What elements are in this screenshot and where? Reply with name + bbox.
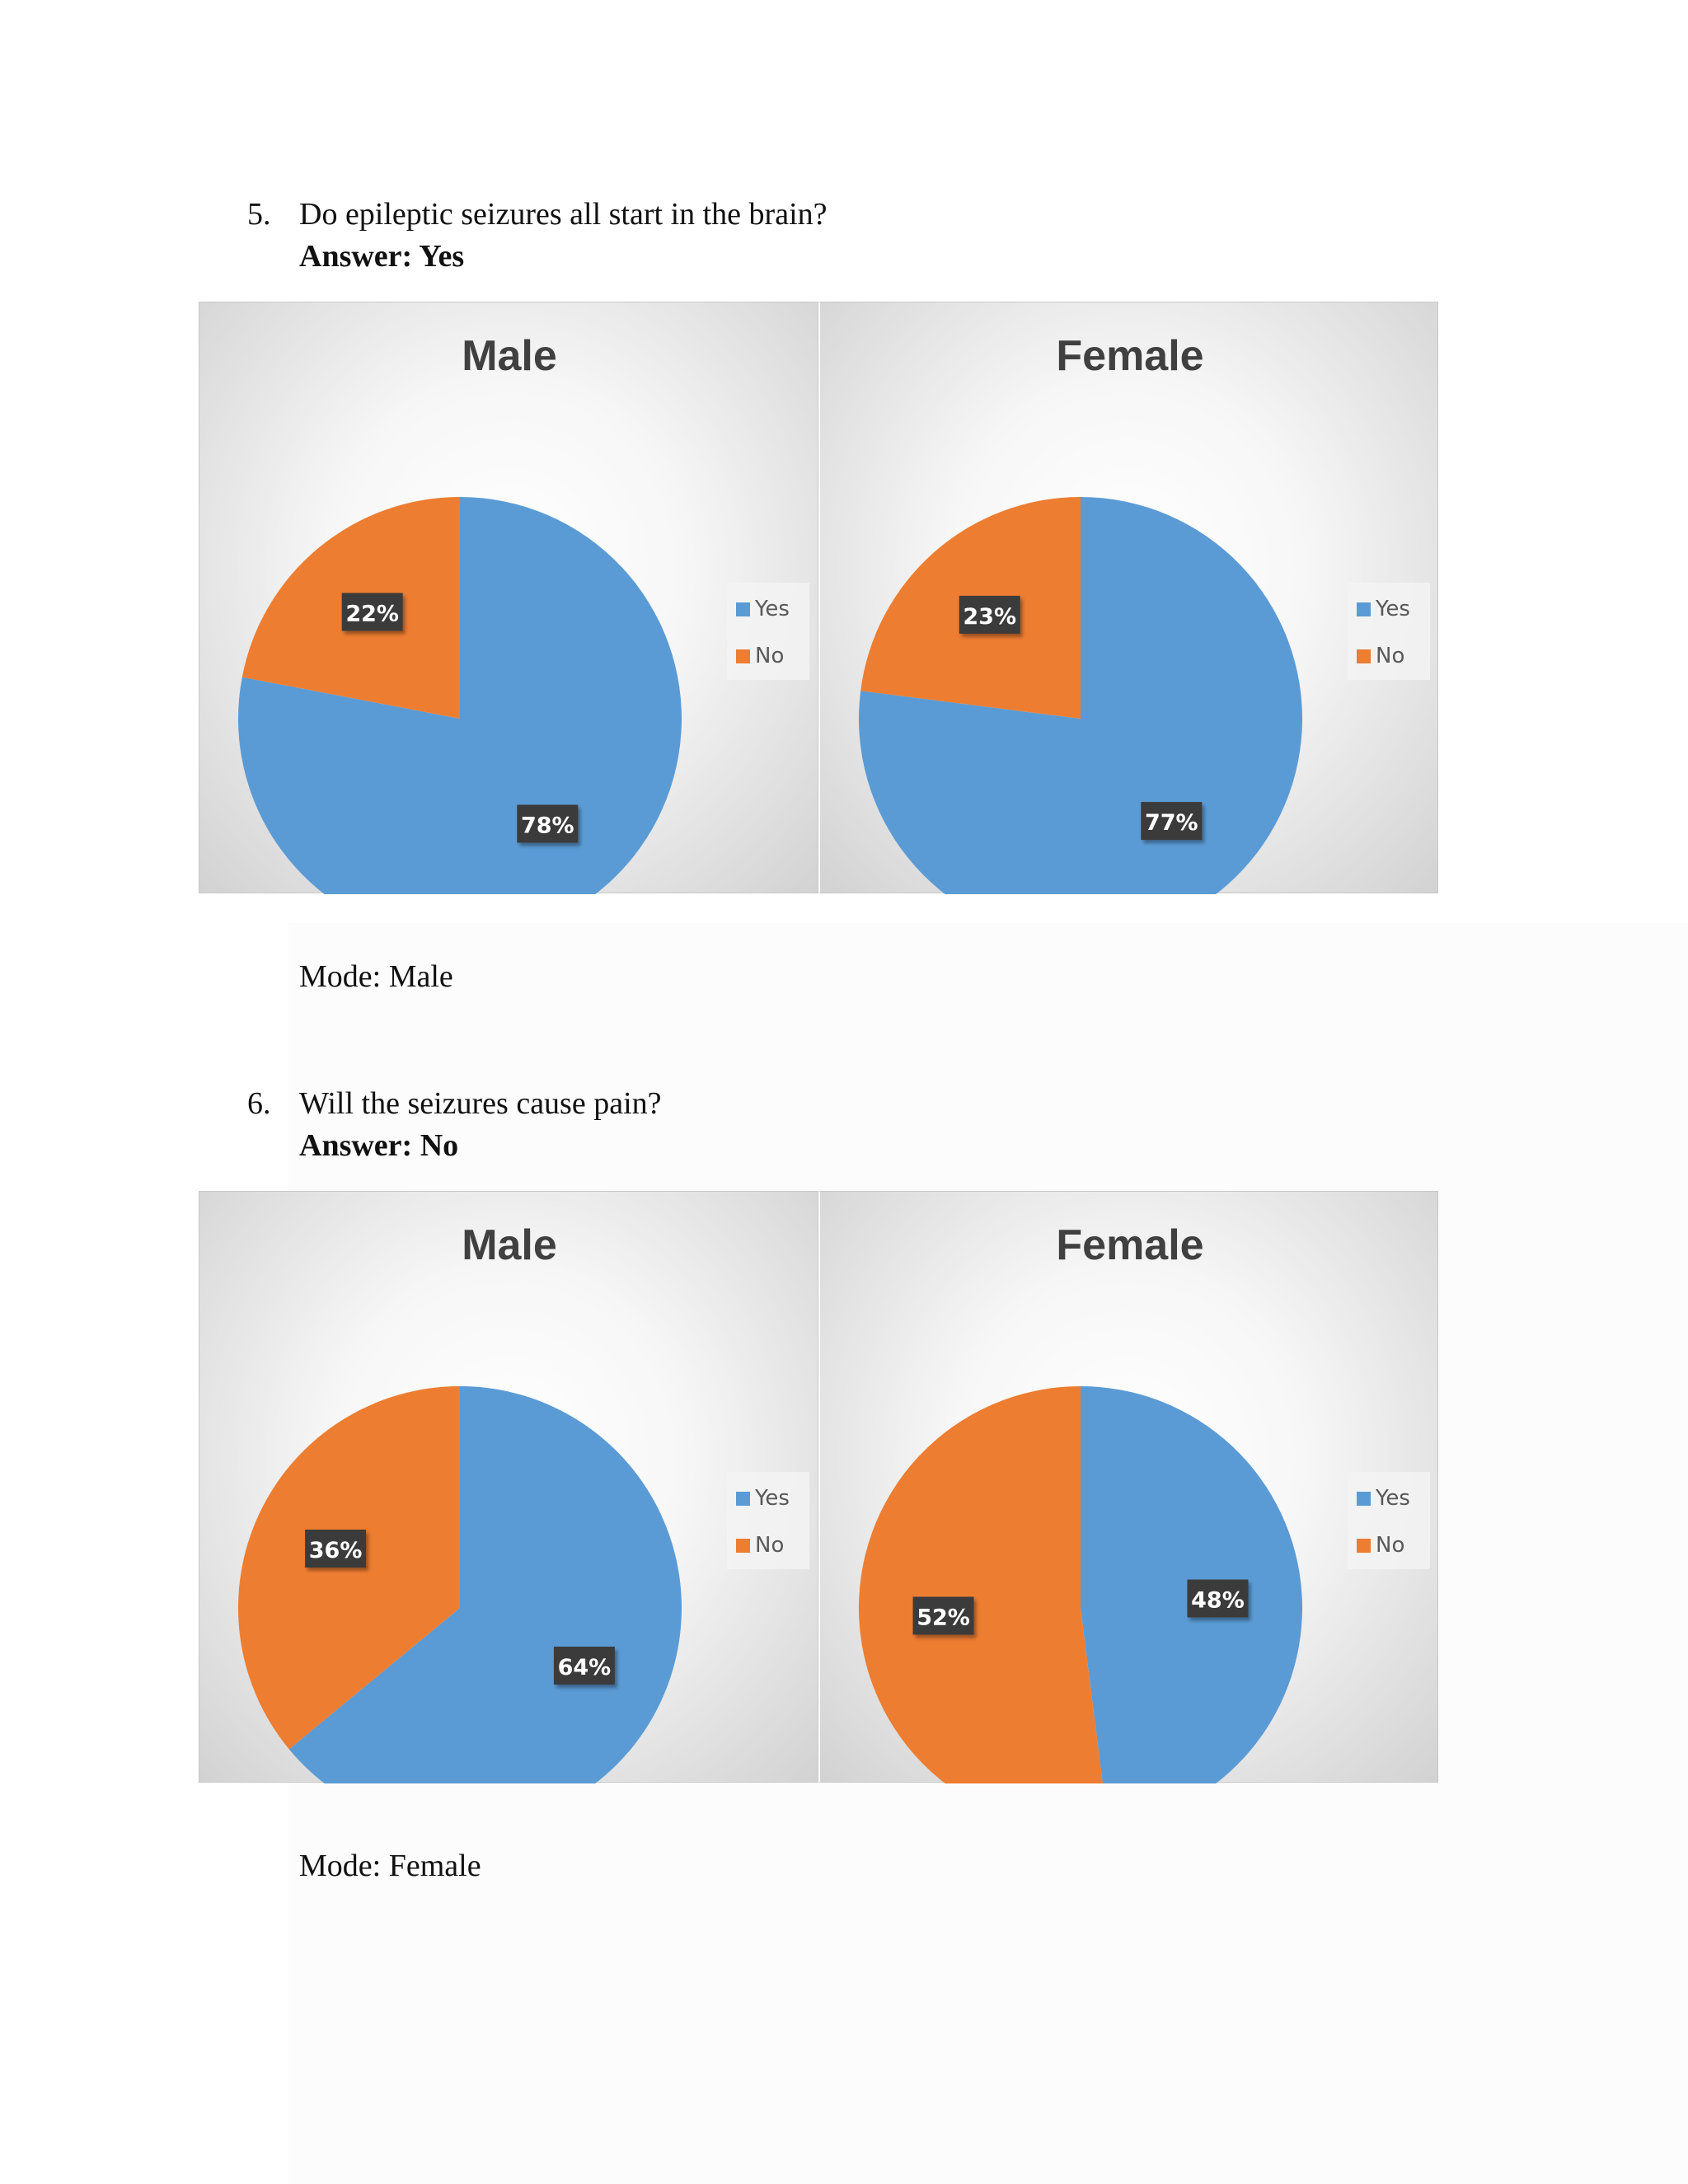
- legend-label-yes: Yes: [1375, 597, 1410, 621]
- question-number: 5.: [247, 197, 271, 232]
- chart-legend: Yes No: [1348, 583, 1430, 680]
- chart-title: Female: [1056, 1221, 1203, 1269]
- legend-swatch-no: [736, 649, 750, 663]
- question-text: Do epileptic seizures all start in the b…: [299, 197, 828, 232]
- legend-label-yes: Yes: [754, 597, 790, 621]
- legend-swatch-no: [736, 1539, 750, 1553]
- svg-text:64%: 64%: [558, 1655, 612, 1680]
- data-label-no: 23%: [959, 595, 1020, 634]
- legend-swatch-no: [1357, 649, 1371, 663]
- legend-label-no: No: [1376, 1533, 1404, 1558]
- svg-text:36%: 36%: [309, 1538, 363, 1563]
- chart-row-q5: Male 78% 22% Yes No Female 77% 23% Yes No: [199, 302, 1439, 894]
- svg-text:22%: 22%: [345, 601, 399, 626]
- question-number: 6.: [247, 1086, 271, 1121]
- legend-swatch-yes: [736, 1492, 750, 1506]
- data-label-yes: 48%: [1187, 1579, 1249, 1618]
- pie-chart-male-q6: Male 64% 36% Yes No: [199, 1191, 818, 1783]
- data-label-yes: 77%: [1141, 802, 1203, 841]
- question-6: 6. Will the seizures cause pain?: [247, 1085, 662, 1122]
- legend-swatch-yes: [736, 602, 750, 616]
- legend-swatch-no: [1357, 1539, 1371, 1553]
- svg-text:23%: 23%: [963, 604, 1016, 630]
- pie-slice-yes: [238, 497, 682, 894]
- data-label-no: 36%: [305, 1529, 367, 1568]
- legend-swatch-yes: [1357, 602, 1371, 616]
- svg-text:48%: 48%: [1191, 1588, 1245, 1614]
- pie-chart-male-q5: Male 78% 22% Yes No: [199, 302, 818, 894]
- mode-text: Mode: Female: [299, 1849, 481, 1883]
- chart-legend: Yes No: [1348, 1472, 1430, 1569]
- answer-text: Answer: Yes: [299, 239, 465, 274]
- svg-text:52%: 52%: [917, 1605, 970, 1630]
- legend-label-yes: Yes: [1375, 1486, 1410, 1511]
- legend-label-no: No: [755, 644, 784, 668]
- legend-label-no: No: [1376, 644, 1404, 668]
- pie-chart-female-q5: Female 77% 23% Yes No: [818, 302, 1438, 894]
- pie-slice-no: [859, 1386, 1103, 1783]
- chart-row-q6: Male 64% 36% Yes No Female 48% 52% Yes No: [199, 1191, 1439, 1783]
- question-5: 5. Do epileptic seizures all start in the…: [247, 196, 828, 232]
- data-label-no: 22%: [341, 593, 403, 631]
- mode-text: Mode: Male: [299, 959, 453, 994]
- pie-slice-no: [238, 1386, 460, 1750]
- legend-label-no: No: [755, 1533, 784, 1558]
- data-label-yes: 64%: [553, 1647, 615, 1685]
- question-text: Will the seizures cause pain?: [299, 1086, 662, 1121]
- pie-chart-female-q6: Female 48% 52% Yes No: [818, 1191, 1438, 1783]
- svg-text:77%: 77%: [1145, 810, 1198, 836]
- legend-swatch-yes: [1357, 1492, 1371, 1506]
- answer-text: Answer: No: [299, 1128, 459, 1163]
- chart-title: Male: [462, 332, 557, 380]
- chart-legend: Yes No: [727, 1472, 809, 1569]
- data-label-no: 52%: [912, 1596, 974, 1635]
- chart-legend: Yes No: [727, 583, 809, 680]
- legend-label-yes: Yes: [754, 1486, 790, 1511]
- chart-title: Female: [1056, 332, 1203, 380]
- svg-text:78%: 78%: [521, 813, 574, 839]
- pie-slice-yes: [859, 497, 1302, 894]
- data-label-yes: 78%: [517, 804, 579, 843]
- chart-title: Male: [462, 1221, 557, 1269]
